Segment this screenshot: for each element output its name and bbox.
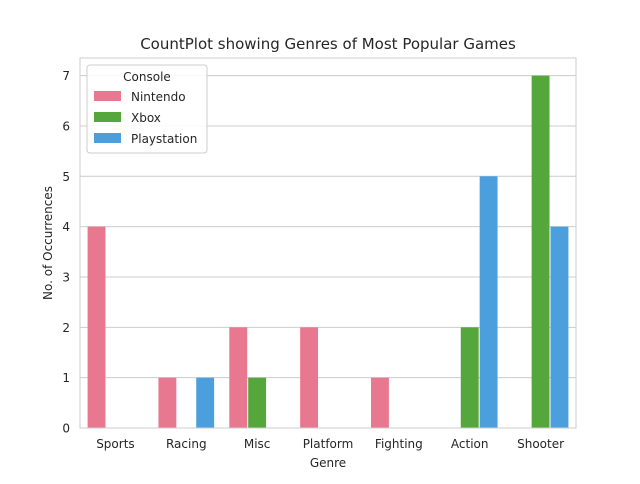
y-tick-label: 0	[62, 422, 70, 436]
x-tick-label: Shooter	[517, 437, 564, 451]
bar-nintendo-sports	[87, 226, 106, 428]
legend-label-xbox: Xbox	[131, 111, 161, 125]
bar-playstation-racing	[196, 377, 215, 428]
y-tick-label: 5	[62, 170, 70, 184]
y-tick-label: 1	[62, 371, 70, 385]
bar-nintendo-fighting	[371, 377, 389, 428]
legend-label-playstation: Playstation	[131, 132, 197, 146]
x-tick-label: Misc	[244, 437, 271, 451]
x-tick-label: Action	[451, 437, 489, 451]
bar-xbox-misc	[248, 377, 267, 428]
y-tick-label: 3	[62, 270, 70, 284]
legend-title: Console	[123, 70, 171, 84]
y-tick-label: 4	[62, 220, 70, 234]
legend: Console Nintendo Xbox Playstation	[86, 64, 208, 154]
legend-swatch-playstation	[94, 133, 121, 143]
x-axis-label: Genre	[310, 456, 346, 470]
legend-box	[86, 64, 208, 154]
x-tick-label: Sports	[96, 437, 134, 451]
legend-label-nintendo: Nintendo	[131, 90, 186, 104]
y-tick-label: 2	[62, 321, 70, 335]
y-tick-label: 7	[62, 69, 70, 83]
bar-nintendo-racing	[158, 377, 177, 428]
legend-entries: Nintendo Xbox Playstation	[94, 90, 197, 146]
bar-nintendo-misc	[229, 327, 248, 428]
chart-title: CountPlot showing Genres of Most Popular…	[140, 35, 516, 53]
bar-xbox-shooter	[531, 75, 550, 428]
y-tick-labels: 0 1 2 3 4 5 6 7	[62, 69, 70, 435]
legend-swatch-xbox	[94, 112, 121, 122]
x-tick-labels: Sports Racing Misc Platform Fighting Action Sh…	[96, 437, 564, 451]
bar-xbox-action	[460, 327, 479, 428]
bars	[87, 75, 569, 428]
plot-frame	[79, 57, 577, 429]
y-axis-label: No. of Occurrences	[41, 186, 55, 300]
y-tick-label: 6	[62, 119, 70, 133]
bar-playstation-shooter	[550, 226, 569, 428]
x-tick-label: Fighting	[375, 437, 423, 451]
x-tick-label: Platform	[303, 437, 354, 451]
legend-swatch-nintendo	[94, 91, 121, 101]
bar-playstation-action	[479, 176, 498, 428]
x-tick-label: Racing	[166, 437, 207, 451]
bar-nintendo-platform	[300, 327, 319, 428]
